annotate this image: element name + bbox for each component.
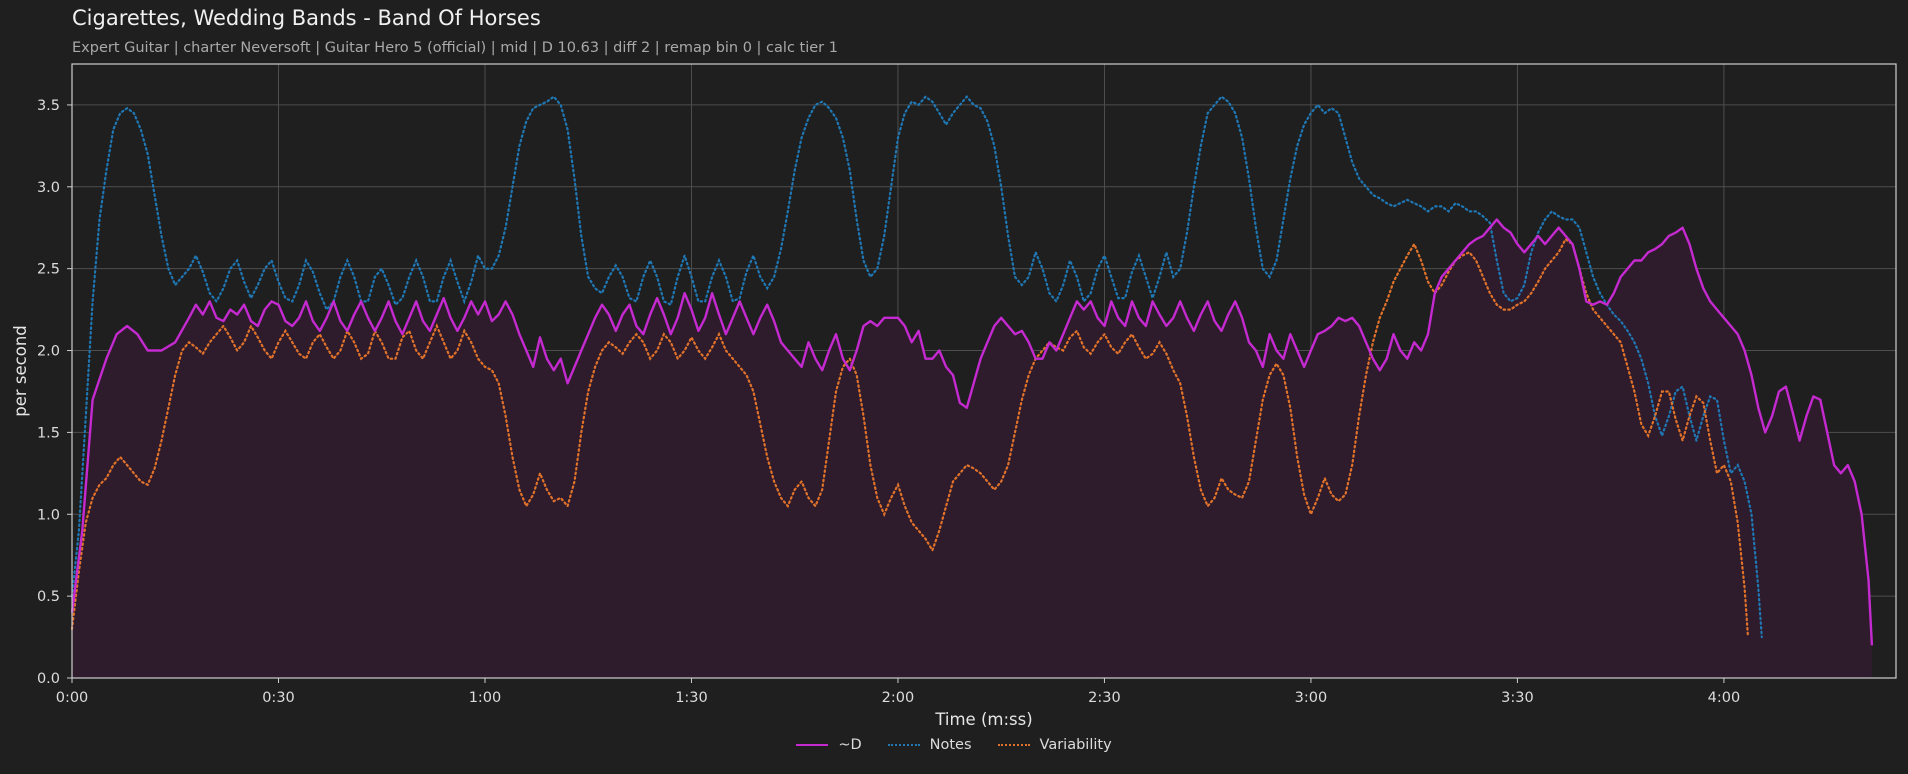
legend-item-notes: Notes — [887, 737, 972, 753]
legend-swatch-d — [796, 744, 829, 746]
plot-frame — [71, 63, 1897, 679]
d-fill-area — [72, 219, 1872, 678]
x-tick-label: 0:00 — [56, 690, 89, 706]
tick-labels: 0:00 0:30 1:00 1:30 2:00 2:30 3:00 3:30 4:00 0.0 0… — [37, 98, 1740, 706]
chart-title: Cigarettes, Wedding Bands - Band Of Hors… — [72, 6, 541, 30]
x-tick-label: 0:30 — [262, 690, 295, 706]
plot-border — [71, 63, 1897, 679]
legend-swatch-notes — [887, 744, 920, 746]
y-tick-label: 3.5 — [37, 98, 60, 114]
series-notes-line — [70, 94, 1763, 639]
y-tick-label: 0.5 — [37, 589, 60, 605]
y-tick-label: 2.0 — [37, 344, 60, 360]
y-tick-label: 0.0 — [37, 671, 60, 687]
y-axis-label: per second — [11, 325, 30, 417]
series-d-line — [70, 218, 1874, 646]
x-tick-label: 3:30 — [1501, 690, 1534, 706]
d-area-fill — [72, 219, 1872, 678]
legend-label-d: ~D — [838, 737, 862, 753]
x-tick-label: 2:30 — [1088, 690, 1121, 706]
x-axis-label: Time (m:ss) — [934, 710, 1032, 729]
chart-subtitle: Expert Guitar | charter Neversoft | Guit… — [72, 40, 838, 56]
y-tick-label: 3.0 — [37, 180, 60, 196]
legend-label-notes: Notes — [929, 737, 972, 753]
legend-item-d: ~D — [796, 737, 862, 753]
legend: ~D Notes Variability — [0, 737, 1908, 753]
series-variability-line — [70, 237, 1750, 639]
x-tick-label: 2:00 — [882, 690, 915, 706]
x-tick-label: 1:00 — [469, 690, 502, 706]
legend-swatch-variability — [997, 744, 1030, 746]
y-tick-label: 1.0 — [37, 507, 60, 523]
legend-item-variability: Variability — [997, 737, 1112, 753]
x-tick-label: 1:30 — [675, 690, 708, 706]
series-lines — [70, 94, 1874, 646]
y-tick-label: 2.5 — [37, 262, 60, 278]
y-tick-label: 1.5 — [37, 425, 60, 441]
x-tick-label: 4:00 — [1708, 690, 1741, 706]
x-tick-label: 3:00 — [1295, 690, 1328, 706]
legend-label-variability: Variability — [1039, 737, 1112, 753]
